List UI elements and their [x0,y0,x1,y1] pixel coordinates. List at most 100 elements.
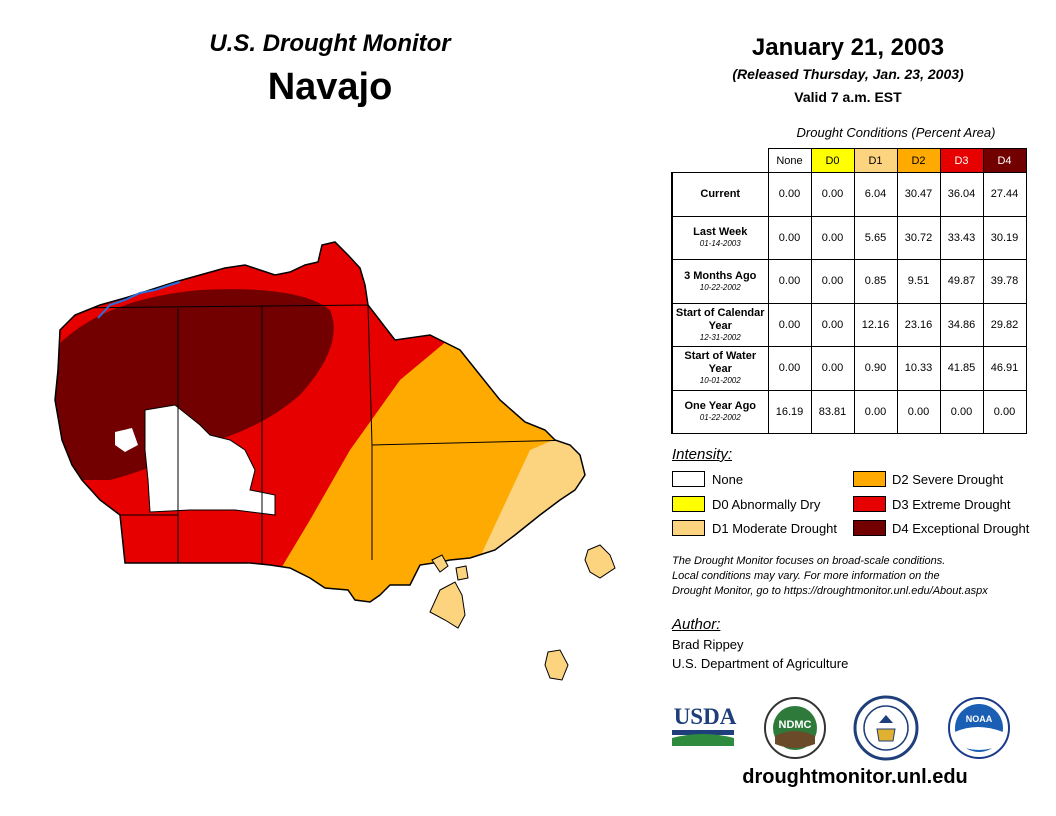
row-label-text: Current [700,187,741,200]
navajo-outline [54,241,586,603]
table-cell: 0.00 [810,259,855,304]
table-cell: 49.87 [939,259,984,304]
outlying-chapter-3 [584,544,616,579]
table-row: Current 0.00 0.00 6.04 30.47 36.04 27.44 [671,172,1027,217]
author-name: Brad Rippey [672,637,744,652]
table-cell: 0.00 [767,259,812,304]
table-cell: 23.16 [896,302,941,347]
table-cell: 0.00 [810,172,855,217]
outlying-chapter-4 [544,649,569,681]
row-label: Start of Water Year 10-01-2002 [671,346,769,391]
author-organization: U.S. Department of Agriculture [672,656,849,671]
disclaimer-note: The Drought Monitor focuses on broad-sca… [672,554,1044,599]
legend-label-d2: D2 Severe Drought [892,472,1004,487]
legend-label-d3: D3 Extreme Drought [892,497,1011,512]
table-cell: 41.85 [939,346,984,391]
table-cell: 10.33 [896,346,941,391]
legend-label-d1: D1 Moderate Drought [712,521,838,536]
noaa-logo: NOAA [948,697,1010,759]
row-label-text: Last Week [693,226,748,239]
legend-label-d4: D4 Exceptional Drought [892,521,1030,536]
ndmc-logo-text: NDMC [779,719,812,731]
table-cell: 0.00 [767,302,812,347]
table-cell: 30.72 [896,215,941,260]
table-cell: 0.00 [896,389,941,434]
table-cell: 9.51 [896,259,941,304]
row-label-text: 3 Months Ago [684,269,757,282]
legend-label-none: None [712,472,744,487]
column-header-d1: D1 [853,148,898,173]
table-header-row: None D0 D1 D2 D3 D4 [672,148,1027,173]
row-label: 3 Months Ago 10-22-2002 [671,259,769,304]
table-cell: 34.86 [939,302,984,347]
doc-seal-logo [853,695,919,761]
outlying-chapter-5 [455,565,469,581]
row-label: Current [671,172,769,217]
usda-logo: USDA [672,704,737,746]
ndmc-logo: NDMC [764,697,826,759]
table-cell: 0.00 [853,389,898,434]
table-row: One Year Ago 01-22-2002 16.19 83.81 0.00 … [671,389,1027,434]
table-caption: Drought Conditions (Percent Area) [796,125,996,140]
table-cell: 6.04 [853,172,898,217]
legend-swatch-d0 [672,496,705,512]
table-cell: 12.16 [853,302,898,347]
legend-label-d0: D0 Abnormally Dry [712,497,821,512]
outlying-chapter-2 [431,554,449,573]
boundary-lines [59,304,576,565]
table-cell: 39.78 [982,259,1027,304]
table-cell: 30.47 [896,172,941,217]
none-region-small [115,428,138,452]
row-date: 10-01-2002 [699,376,741,386]
release-date: (Released Thursday, Jan. 23, 2003) [732,66,964,82]
table-row: 3 Months Ago 10-22-2002 0.00 0.00 0.85 9.… [671,259,1027,304]
region-title: Navajo [267,66,393,108]
row-label: Start of Calendar Year 12-31-2002 [671,302,769,347]
column-header-d4: D4 [982,148,1027,173]
valid-time: Valid 7 a.m. EST [794,89,902,105]
noaa-logo-text: NOAA [966,714,993,724]
table-cell: 27.44 [982,172,1027,217]
column-header-d0: D0 [810,148,855,173]
table-cell: 0.85 [853,259,898,304]
row-label: Last Week 01-14-2003 [671,215,769,260]
valid-date: January 21, 2003 [751,34,945,61]
table-cell: 83.81 [810,389,855,434]
row-date: 01-14-2003 [699,239,741,249]
row-date: 12-31-2002 [699,332,741,342]
row-label: One Year Ago 01-22-2002 [671,389,769,434]
legend-swatch-d4 [853,520,886,536]
legend-title: Intensity: [672,446,733,463]
d4-region [55,289,334,480]
column-header-d3: D3 [939,148,984,173]
conditions-table: None D0 D1 D2 D3 D4 Current 0.00 0.00 6.… [671,148,1027,434]
legend-swatch-d2 [853,471,886,487]
author-title: Author: [672,616,721,633]
table-cell: 0.00 [810,346,855,391]
table-cell: 30.19 [982,215,1027,260]
table-cell: 0.90 [853,346,898,391]
map-title: U.S. Drought Monitor [209,30,451,57]
table-cell: 0.00 [767,215,812,260]
table-cell: 33.43 [939,215,984,260]
table-cell: 46.91 [982,346,1027,391]
inner-hole-outline [144,404,276,516]
row-date: 10-22-2002 [699,282,741,292]
table-cell: 5.65 [853,215,898,260]
row-label-text: One Year Ago [684,400,757,413]
note-line: Local conditions may vary. For more info… [672,570,940,582]
column-header-d2: D2 [896,148,941,173]
legend-swatch-none [672,471,705,487]
legend-swatch-d3 [853,496,886,512]
legend-swatch-d1 [672,520,705,536]
outlying-chapter-1 [429,581,466,629]
table-cell: 0.00 [767,172,812,217]
table-row: Start of Water Year 10-01-2002 0.00 0.00 … [671,346,1027,391]
table-cell: 0.00 [939,389,984,434]
row-date: 01-22-2002 [699,413,741,423]
website-url: droughtmonitor.unl.edu [742,766,968,788]
drought-map [54,241,616,681]
table-cell: 36.04 [939,172,984,217]
table-cell: 0.00 [810,215,855,260]
note-line: The Drought Monitor focuses on broad-sca… [672,555,946,567]
